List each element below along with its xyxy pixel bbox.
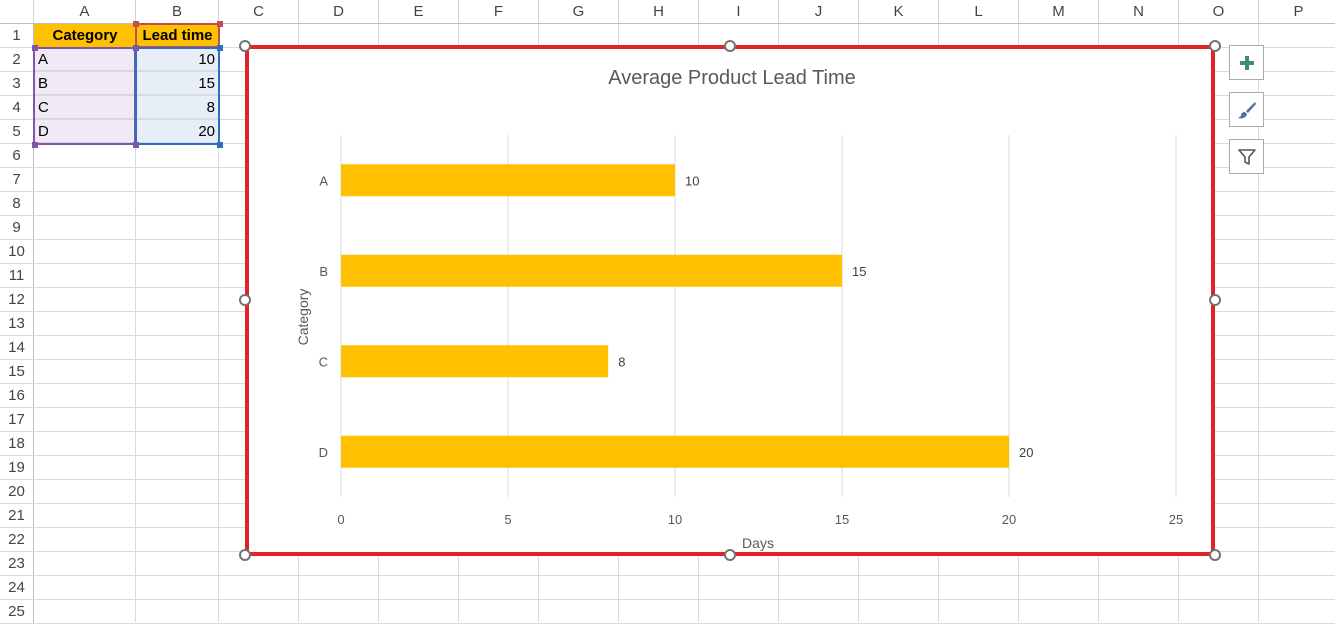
lead-time-cell[interactable]: 8 [136, 96, 219, 119]
row-header-17[interactable]: 17 [0, 408, 34, 432]
chart-elements-icon [1239, 55, 1254, 70]
column-header-i[interactable]: I [699, 0, 779, 24]
bar-b[interactable] [341, 254, 842, 287]
row-header-22[interactable]: 22 [0, 528, 34, 552]
row-header-1[interactable]: 1 [0, 24, 34, 48]
row-header-16[interactable]: 16 [0, 384, 34, 408]
category-cell[interactable]: A [34, 48, 136, 71]
range-sizing-handle[interactable] [217, 142, 223, 148]
range-sizing-handle[interactable] [133, 142, 139, 148]
column-header-e[interactable]: E [379, 0, 459, 24]
row-header-10[interactable]: 10 [0, 240, 34, 264]
row-header-12[interactable]: 12 [0, 288, 34, 312]
bar-d[interactable] [341, 435, 1009, 468]
row-header-6[interactable]: 6 [0, 144, 34, 168]
column-header-k[interactable]: K [859, 0, 939, 24]
resize-handle-bottom[interactable] [724, 549, 736, 561]
bar-chart[interactable]: Average Product Lead Time Days Category … [249, 49, 1211, 552]
header-cell-category[interactable]: Category [34, 24, 136, 47]
chart-filters-button[interactable] [1229, 139, 1264, 174]
x-tick-label: 10 [668, 512, 682, 527]
y-tick-label: A [319, 173, 328, 188]
y-axis-title[interactable]: Category [295, 289, 311, 346]
column-header-j[interactable]: J [779, 0, 859, 24]
row-header-2[interactable]: 2 [0, 48, 34, 72]
row-header-18[interactable]: 18 [0, 432, 34, 456]
data-label: 20 [1019, 445, 1033, 460]
column-header-l[interactable]: L [939, 0, 1019, 24]
x-tick-label: 20 [1002, 512, 1016, 527]
x-tick-label: 5 [504, 512, 511, 527]
row-header-21[interactable]: 21 [0, 504, 34, 528]
x-axis-title[interactable]: Days [742, 535, 774, 551]
data-label: 15 [852, 264, 866, 279]
lead-time-cell[interactable]: 10 [136, 48, 219, 71]
lead-time-cell[interactable]: 15 [136, 72, 219, 95]
chart-filters-icon [1237, 148, 1256, 165]
column-header-f[interactable]: F [459, 0, 539, 24]
range-sizing-handle[interactable] [133, 45, 139, 51]
range-sizing-handle[interactable] [32, 45, 38, 51]
chart-styles-button[interactable] [1229, 92, 1264, 127]
column-header-o[interactable]: O [1179, 0, 1259, 24]
resize-handle-top-left[interactable] [239, 40, 251, 52]
resize-handle-top-right[interactable] [1209, 40, 1221, 52]
row-header-11[interactable]: 11 [0, 264, 34, 288]
resize-handle-right[interactable] [1209, 294, 1221, 306]
chart-elements-button[interactable] [1229, 45, 1264, 80]
chart-area[interactable]: Average Product Lead Time Days Category … [245, 45, 1215, 556]
resize-handle-left[interactable] [239, 294, 251, 306]
row-header-9[interactable]: 9 [0, 216, 34, 240]
column-header-m[interactable]: M [1019, 0, 1099, 24]
row-header-7[interactable]: 7 [0, 168, 34, 192]
range-sizing-handle[interactable] [217, 21, 223, 27]
row-header-24[interactable]: 24 [0, 576, 34, 600]
category-cell[interactable]: C [34, 96, 136, 119]
resize-handle-top[interactable] [724, 40, 736, 52]
row-header-8[interactable]: 8 [0, 192, 34, 216]
row-header-15[interactable]: 15 [0, 360, 34, 384]
column-header-a[interactable]: A [34, 0, 136, 24]
data-label: 8 [618, 354, 625, 369]
x-tick-label: 15 [835, 512, 849, 527]
category-cell[interactable]: B [34, 72, 136, 95]
range-sizing-handle[interactable] [32, 142, 38, 148]
data-label: 10 [685, 173, 699, 188]
column-header-p[interactable]: P [1259, 0, 1335, 24]
row-header-19[interactable]: 19 [0, 456, 34, 480]
header-cell-lead-time[interactable]: Lead time [136, 24, 219, 47]
y-tick-label: B [319, 264, 328, 279]
column-header-c[interactable]: C [219, 0, 299, 24]
column-header-h[interactable]: H [619, 0, 699, 24]
row-header-4[interactable]: 4 [0, 96, 34, 120]
x-tick-label: 25 [1169, 512, 1183, 527]
bar-a[interactable] [341, 164, 675, 197]
row-header-13[interactable]: 13 [0, 312, 34, 336]
lead-time-cell[interactable]: 20 [136, 120, 219, 143]
row-header-5[interactable]: 5 [0, 120, 34, 144]
row-header-20[interactable]: 20 [0, 480, 34, 504]
x-tick-label: 0 [337, 512, 344, 527]
chart-styles-icon [1237, 101, 1256, 118]
y-tick-label: C [319, 354, 328, 369]
column-header-b[interactable]: B [136, 0, 219, 24]
chart-title[interactable]: Average Product Lead Time [608, 67, 856, 89]
range-sizing-handle[interactable] [133, 21, 139, 27]
select-all-corner[interactable] [0, 0, 34, 24]
row-header-3[interactable]: 3 [0, 72, 34, 96]
column-header-g[interactable]: G [539, 0, 619, 24]
y-tick-label: D [319, 445, 328, 460]
column-header-n[interactable]: N [1099, 0, 1179, 24]
category-cell[interactable]: D [34, 120, 136, 143]
row-header-25[interactable]: 25 [0, 600, 34, 624]
row-header-14[interactable]: 14 [0, 336, 34, 360]
resize-handle-bottom-right[interactable] [1209, 549, 1221, 561]
resize-handle-bottom-left[interactable] [239, 549, 251, 561]
column-header-d[interactable]: D [299, 0, 379, 24]
bar-c[interactable] [341, 345, 609, 378]
row-header-23[interactable]: 23 [0, 552, 34, 576]
range-sizing-handle[interactable] [217, 45, 223, 51]
